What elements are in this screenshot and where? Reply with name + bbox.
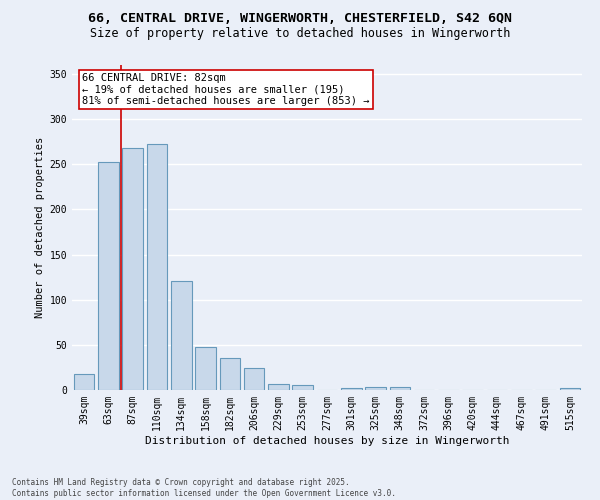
Bar [560,388,580,390]
Bar [244,368,265,390]
Bar [341,388,362,390]
X-axis label: Distribution of detached houses by size in Wingerworth: Distribution of detached houses by size … [145,436,509,446]
Bar [268,384,289,390]
Text: Contains HM Land Registry data © Crown copyright and database right 2025.
Contai: Contains HM Land Registry data © Crown c… [12,478,396,498]
Text: 66, CENTRAL DRIVE, WINGERWORTH, CHESTERFIELD, S42 6QN: 66, CENTRAL DRIVE, WINGERWORTH, CHESTERF… [88,12,512,26]
Bar [74,374,94,390]
Text: 66 CENTRAL DRIVE: 82sqm
← 19% of detached houses are smaller (195)
81% of semi-d: 66 CENTRAL DRIVE: 82sqm ← 19% of detache… [82,73,370,106]
Bar [365,388,386,390]
Bar [292,384,313,390]
Bar [146,144,167,390]
Bar [171,281,191,390]
Y-axis label: Number of detached properties: Number of detached properties [35,137,46,318]
Bar [220,358,240,390]
Text: Size of property relative to detached houses in Wingerworth: Size of property relative to detached ho… [90,28,510,40]
Bar [389,388,410,390]
Bar [98,162,119,390]
Bar [122,148,143,390]
Bar [195,346,216,390]
